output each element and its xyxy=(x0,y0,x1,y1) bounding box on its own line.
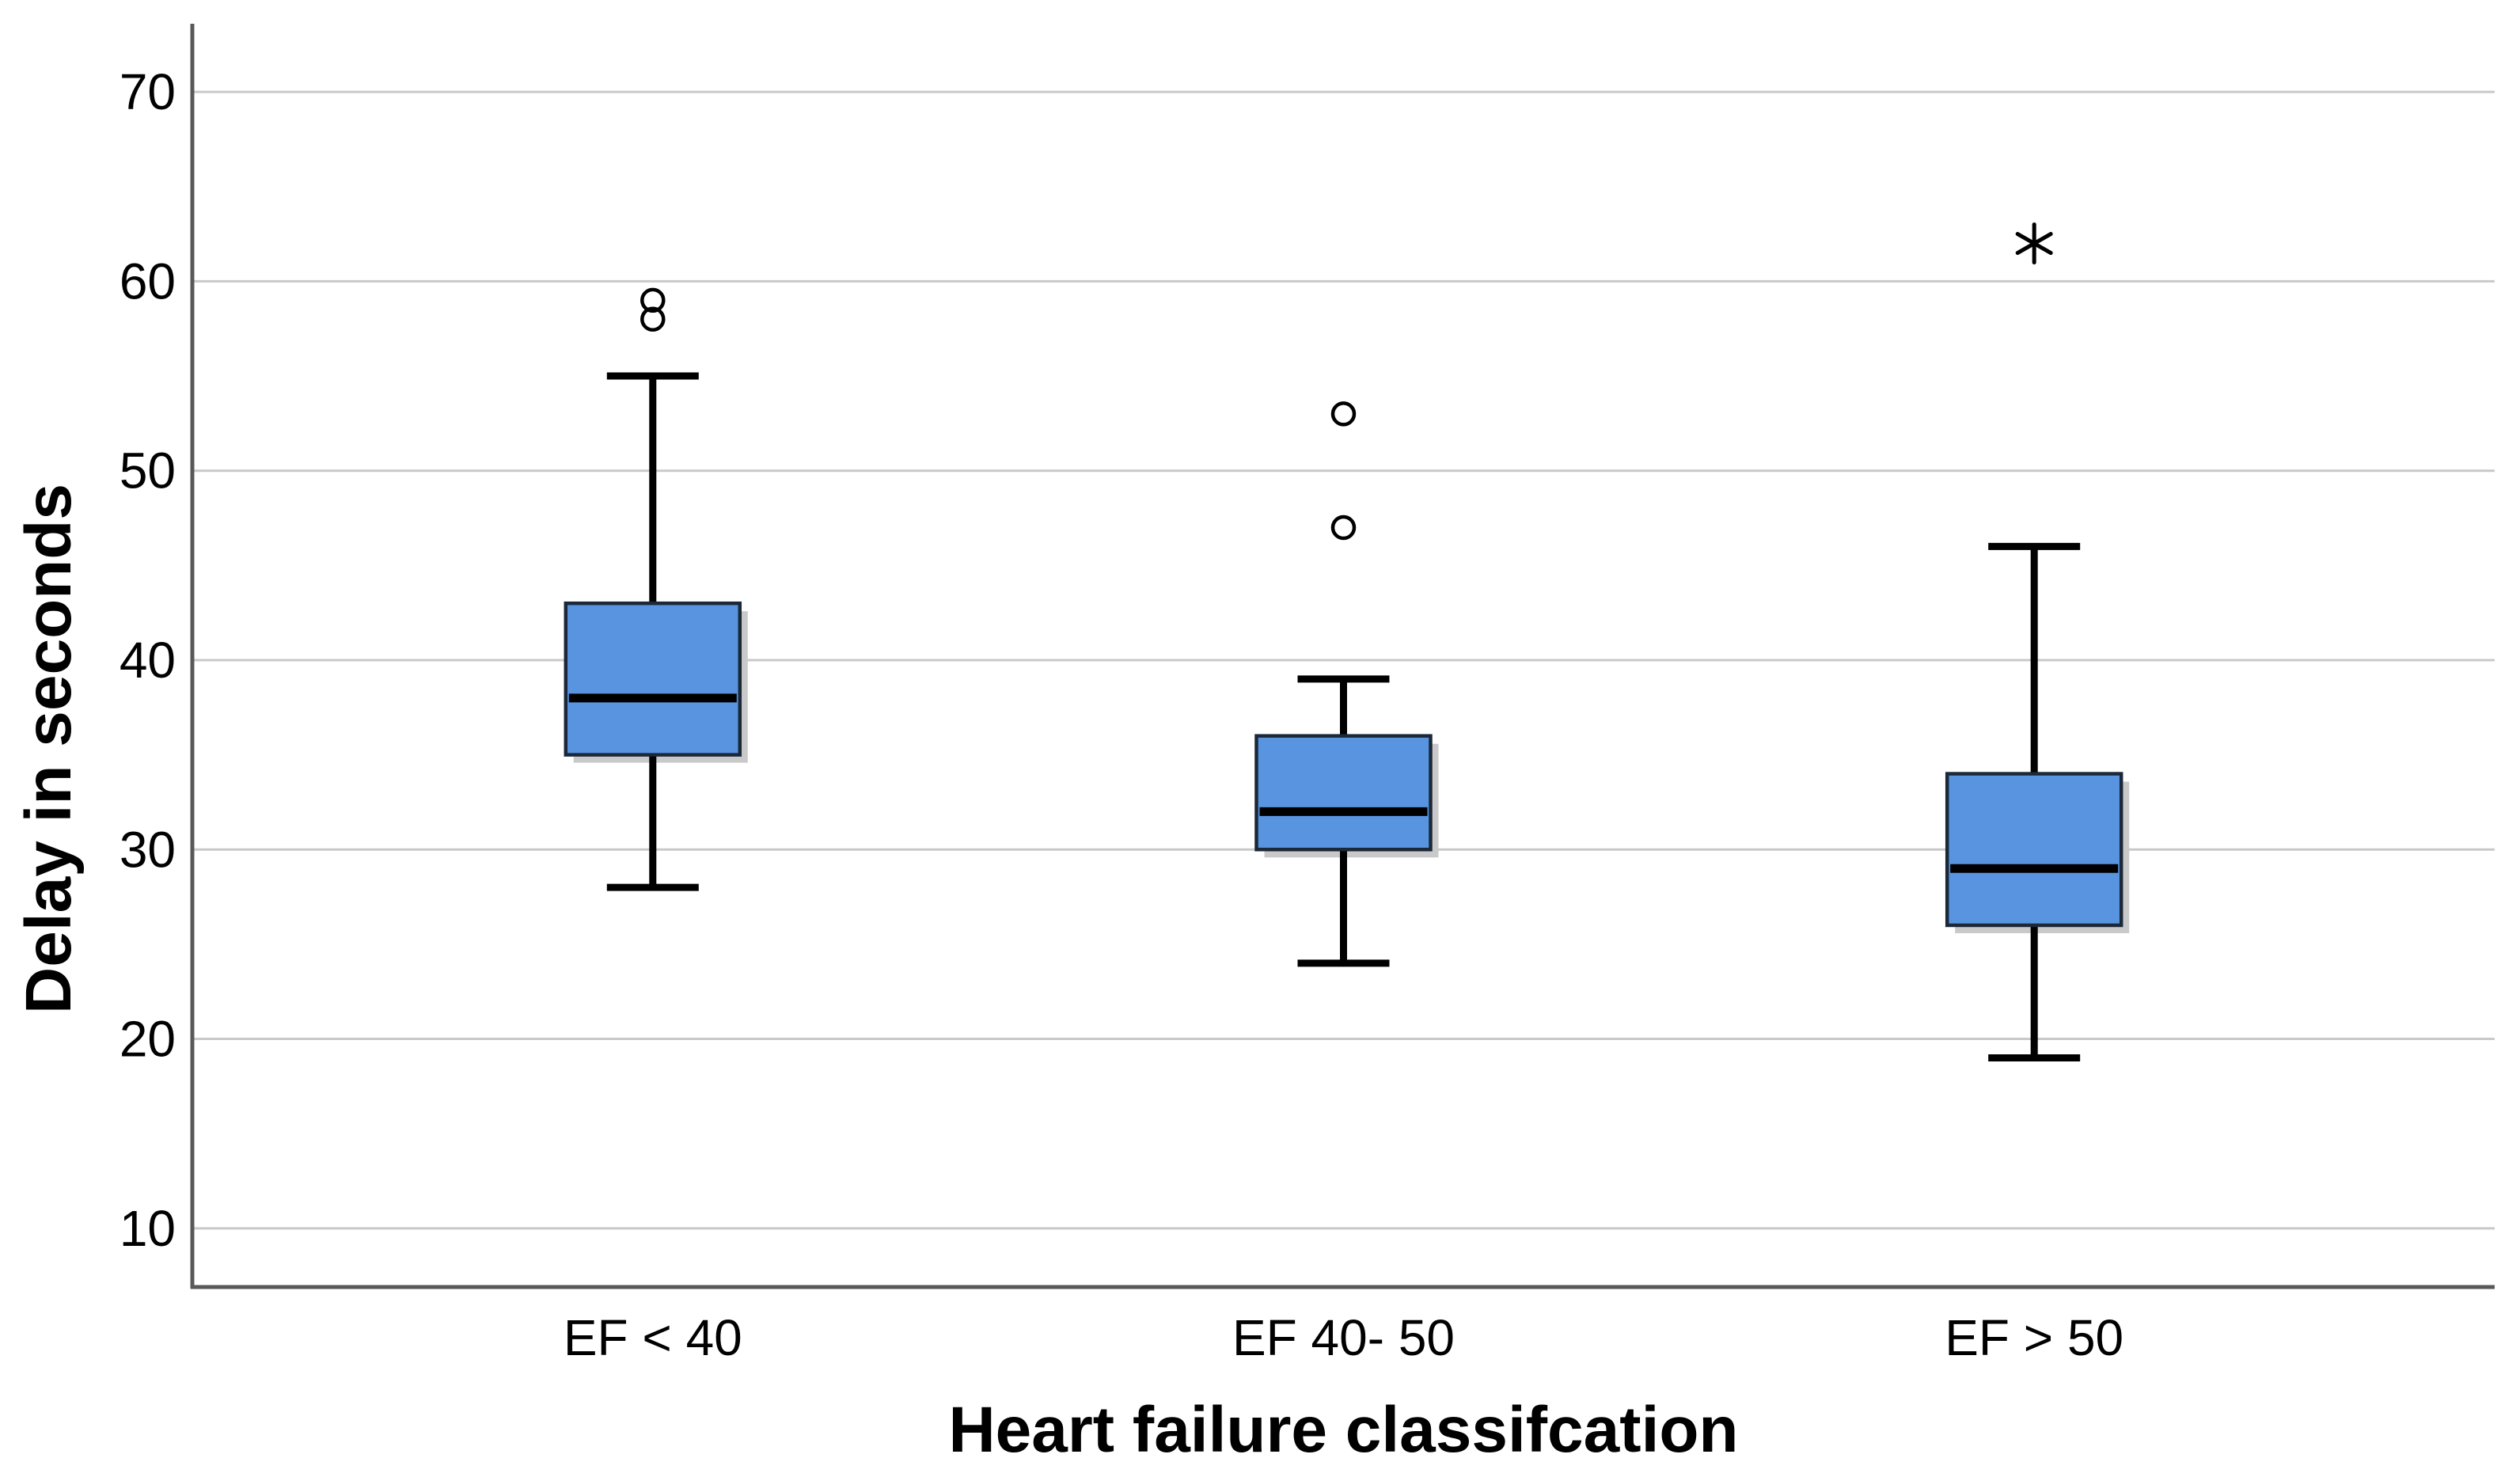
outlier-circle-59 xyxy=(640,287,666,313)
x-axis-title: Heart failure classifcation xyxy=(948,1394,1739,1466)
x-category-label-2: EF 40- 50 xyxy=(1232,1309,1455,1366)
x-category-label-1: EF < 40 xyxy=(564,1309,742,1366)
box-2 xyxy=(1254,734,1433,852)
y-tick-label-40: 40 xyxy=(120,632,176,689)
y-tick-label-20: 20 xyxy=(120,1011,176,1068)
box-3 xyxy=(1945,772,2123,928)
y-tick-label-10: 10 xyxy=(120,1200,176,1257)
outlier-circle-53 xyxy=(1330,401,1357,427)
y-tick-label-50: 50 xyxy=(120,442,176,499)
box-1 xyxy=(564,601,742,757)
outlier-circle-58 xyxy=(640,306,666,332)
y-tick-label-70: 70 xyxy=(120,63,176,120)
extreme-outlier-star-62 xyxy=(2015,232,2053,256)
outlier-circle-47 xyxy=(1330,514,1357,541)
x-category-label-3: EF > 50 xyxy=(1945,1309,2123,1366)
y-tick-label-60: 60 xyxy=(120,252,176,309)
y-axis-title: Delay in seconds xyxy=(13,484,85,1014)
y-tick-label-30: 30 xyxy=(120,821,176,878)
